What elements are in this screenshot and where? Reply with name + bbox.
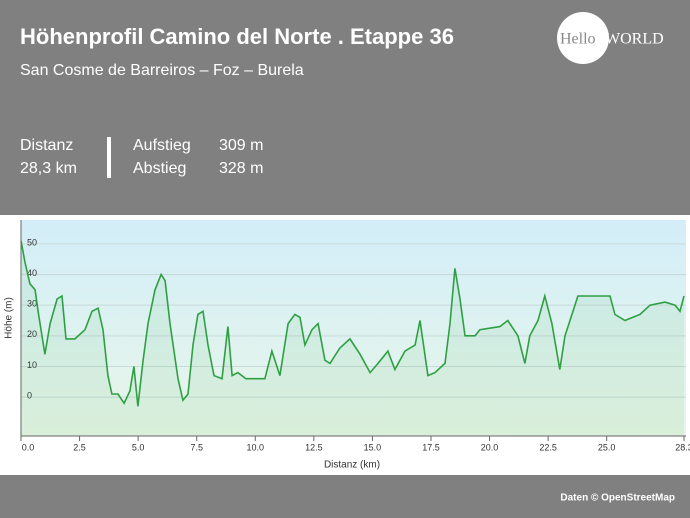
stat-value: 328 m <box>219 160 263 177</box>
stat-label: Abstieg <box>133 160 186 177</box>
x-tick-label: 28.3 <box>675 442 690 452</box>
y-axis-title: Höhe (m) <box>4 297 15 339</box>
line <box>20 240 685 407</box>
footer-credit: Daten © OpenStreetMap <box>560 493 675 504</box>
y-tick-label: 50 <box>27 237 37 247</box>
x-axis-title: Distanz (km) <box>324 460 380 471</box>
x-tick-label: 2.5 <box>73 442 86 452</box>
x-tick-label: 0.0 <box>22 442 35 452</box>
logo-left: Hello <box>560 31 596 48</box>
x-tick-label: 17.5 <box>422 442 440 452</box>
y-tick-label: 40 <box>27 268 37 278</box>
x-tick-label: 22.5 <box>539 442 557 452</box>
x-tick-label: 7.5 <box>190 442 203 452</box>
stat-label: Aufstieg <box>133 137 191 154</box>
footer-bg <box>0 475 690 518</box>
x-tick-label: 25.0 <box>598 442 616 452</box>
stat-value: 28,3 km <box>20 160 77 177</box>
stat-value: 309 m <box>219 137 263 154</box>
subtitle: San Cosme de Barreiros – Foz – Burela <box>20 62 304 79</box>
x-tick-label: 5.0 <box>132 442 145 452</box>
y-tick-label: 20 <box>27 329 37 339</box>
x-tick-label: 20.0 <box>481 442 499 452</box>
y-tick-label: 30 <box>27 299 37 309</box>
x-tick-label: 10.0 <box>247 442 265 452</box>
divider <box>107 137 111 178</box>
plot-bg <box>21 220 686 436</box>
x-tick-label: 15.0 <box>364 442 382 452</box>
stat-label: Distanz <box>20 137 73 154</box>
area <box>21 240 684 436</box>
y-tick-label: 10 <box>27 360 37 370</box>
title: Höhenprofil Camino del Norte . Etappe 36 <box>20 24 454 49</box>
x-tick-label: 12.5 <box>305 442 323 452</box>
logo-right: WORLD <box>605 31 664 48</box>
logo-circle <box>557 12 609 64</box>
y-tick-label: 0 <box>27 390 32 400</box>
